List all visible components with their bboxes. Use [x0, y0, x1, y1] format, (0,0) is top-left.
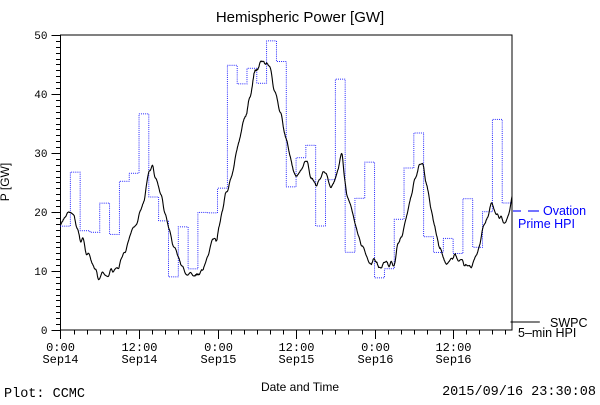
- svg-text:30: 30: [34, 149, 47, 161]
- svg-text:Sep16: Sep16: [435, 353, 471, 367]
- svg-text:Sep14: Sep14: [42, 353, 78, 367]
- svg-text:0: 0: [41, 326, 48, 338]
- svg-text:Sep14: Sep14: [121, 353, 157, 367]
- svg-text:Ovation: Ovation: [543, 204, 586, 218]
- svg-text:Prime HPI: Prime HPI: [518, 217, 575, 231]
- svg-text:20: 20: [34, 208, 47, 220]
- svg-text:5–min HPI: 5–min HPI: [518, 326, 576, 340]
- svg-text:Sep16: Sep16: [357, 353, 393, 367]
- svg-text:50: 50: [34, 31, 47, 43]
- svg-text:Sep15: Sep15: [278, 353, 314, 367]
- svg-text:40: 40: [34, 90, 47, 102]
- svg-text:Sep15: Sep15: [200, 353, 236, 367]
- svg-text:10: 10: [34, 267, 47, 279]
